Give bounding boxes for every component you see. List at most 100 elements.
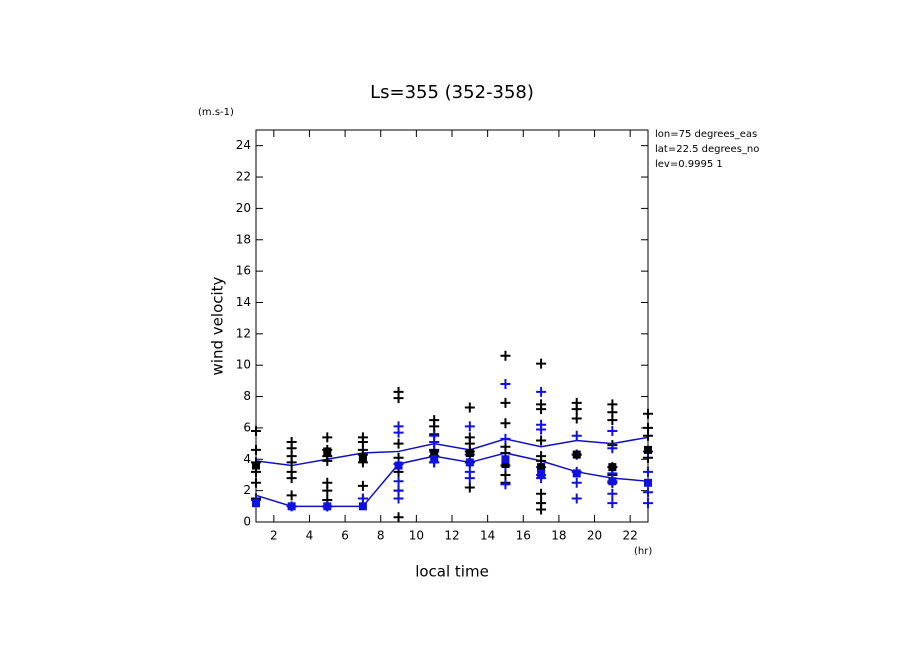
square-marker	[323, 447, 332, 456]
y-tick-label: 14	[236, 295, 251, 309]
plus-marker	[571, 477, 582, 488]
plus-marker	[393, 512, 404, 523]
y-tick-label: 20	[236, 201, 251, 215]
y-tick-label: 24	[236, 138, 251, 152]
plus-marker	[536, 488, 547, 499]
plus-marker	[393, 493, 404, 504]
plus-marker	[643, 466, 653, 477]
square-marker	[608, 477, 617, 486]
plus-marker	[286, 457, 297, 468]
plus-marker	[643, 498, 653, 509]
chart-title: Ls=355 (352-358)	[370, 82, 534, 103]
x-tick-label: 4	[306, 529, 314, 543]
plus-marker	[286, 473, 297, 484]
plus-marker	[607, 443, 618, 454]
plus-marker	[500, 379, 511, 390]
y-tick-label: 10	[236, 358, 251, 372]
plus-marker	[322, 485, 333, 496]
series-line	[255, 452, 649, 508]
plus-marker	[500, 418, 511, 429]
square-marker	[465, 458, 474, 467]
plus-marker	[393, 427, 404, 438]
square-marker	[287, 502, 296, 511]
x-tick-label: 10	[409, 529, 424, 543]
plus-marker	[643, 430, 653, 441]
plus-marker	[643, 487, 653, 498]
square-marker	[252, 461, 260, 470]
plus-marker	[464, 482, 475, 493]
plus-marker	[286, 490, 297, 501]
plus-marker	[536, 435, 547, 446]
square-marker	[537, 469, 546, 478]
plus-marker	[251, 426, 261, 437]
square-marker	[572, 469, 581, 478]
x-tick-label: 20	[587, 529, 602, 543]
plus-marker	[500, 397, 511, 408]
square-marker	[358, 502, 367, 511]
annotation: lev=0.9995 1	[655, 159, 723, 170]
x-tick-label: 18	[551, 529, 566, 543]
x-tick-label: 16	[516, 529, 531, 543]
plus-marker	[393, 393, 404, 404]
plus-marker	[464, 473, 475, 484]
series-line	[255, 436, 649, 467]
plus-marker	[500, 433, 511, 444]
plus-marker	[571, 430, 582, 441]
y-tick-label: 16	[236, 264, 251, 278]
square-marker	[501, 455, 510, 464]
plus-marker	[500, 350, 511, 361]
plus-marker	[571, 413, 582, 424]
square-marker	[394, 461, 403, 470]
y-tick-label: 12	[236, 326, 251, 340]
plus-marker	[571, 404, 582, 415]
square-marker	[572, 450, 581, 459]
y-tick-label: 0	[243, 515, 251, 529]
plus-marker	[607, 415, 618, 426]
plus-marker	[357, 480, 368, 491]
x-tick-label: 12	[444, 529, 459, 543]
plus-marker	[251, 444, 261, 455]
y-tick-label: 8	[243, 389, 251, 403]
plus-marker	[464, 402, 475, 413]
plus-marker	[500, 479, 511, 490]
plus-marker	[322, 432, 333, 443]
plus-marker	[357, 493, 368, 504]
square-marker	[644, 445, 652, 454]
x-tick-label: 6	[341, 529, 349, 543]
square-marker	[323, 502, 332, 511]
plus-marker	[322, 455, 333, 466]
plus-marker	[607, 498, 618, 509]
plus-marker	[393, 476, 404, 487]
plus-marker	[464, 421, 475, 432]
y-tick-label: 6	[243, 420, 251, 434]
plus-marker	[536, 404, 547, 415]
square-marker	[537, 463, 546, 472]
x-tick-label: 22	[623, 529, 638, 543]
square-marker	[358, 453, 367, 462]
x-tick-label: 2	[270, 529, 278, 543]
y-tick-label: 4	[243, 452, 251, 466]
plus-marker	[393, 438, 404, 449]
y-axis-label: wind velocity	[209, 276, 227, 375]
annotation: lat=22.5 degrees_no	[655, 144, 759, 155]
x-unit: (hr)	[634, 546, 652, 557]
plus-marker	[536, 504, 547, 515]
y-tick-label: 2	[243, 483, 251, 497]
plus-marker	[536, 386, 547, 397]
square-marker	[608, 463, 617, 472]
square-marker	[501, 459, 510, 468]
plus-marker	[251, 477, 261, 488]
plus-marker	[536, 358, 547, 369]
plus-marker	[643, 408, 653, 419]
square-marker	[644, 478, 652, 487]
square-marker	[252, 499, 260, 508]
plus-marker	[571, 493, 582, 504]
plus-marker	[429, 437, 440, 448]
y-tick-label: 22	[236, 170, 251, 184]
x-tick-label: 14	[480, 529, 495, 543]
y-tick-label: 18	[236, 232, 251, 246]
y-unit: (m.s-1)	[198, 107, 234, 118]
annotation: lon=75 degrees_eas	[655, 129, 757, 140]
plus-marker	[607, 426, 618, 437]
